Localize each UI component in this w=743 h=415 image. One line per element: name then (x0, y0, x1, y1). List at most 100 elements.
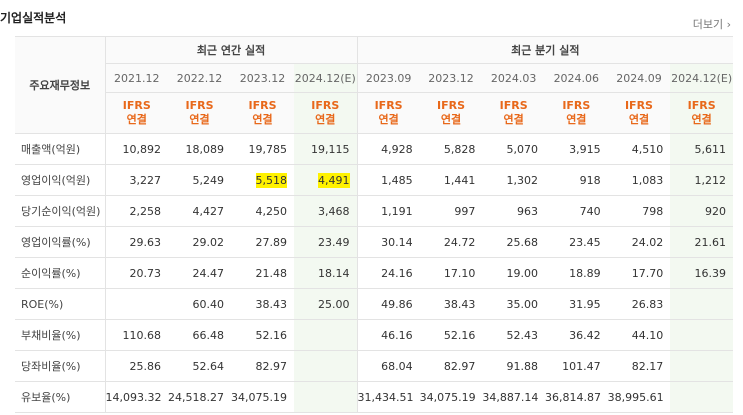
period: 2023.12 (231, 63, 294, 93)
value: 25.00 (318, 297, 350, 311)
basis: IFRS 연결 (419, 92, 483, 134)
value: 740 (579, 204, 601, 218)
value: 19,785 (248, 142, 288, 156)
value: 44.10 (631, 328, 664, 342)
row-label: 유보율(%) (15, 381, 105, 413)
cell: 27.89 (231, 226, 294, 258)
row-label: 부채비율(%) (15, 319, 105, 351)
cell: 740 (544, 195, 608, 227)
basis: IFRS 연결 (104, 92, 168, 134)
value: 101.47 (562, 359, 601, 373)
cell: 24.47 (168, 257, 231, 289)
cell: 798 (607, 195, 671, 227)
cell: 1,212 (670, 164, 734, 196)
value: 19.00 (506, 266, 538, 280)
period: 2024.03 (482, 63, 545, 93)
cell: 66.48 (168, 319, 231, 351)
value: 30.14 (381, 235, 413, 249)
value: 36,814.87 (544, 390, 601, 404)
value: 1,441 (443, 173, 476, 187)
cell: 110.68 (104, 319, 168, 351)
value: 1,485 (381, 173, 413, 187)
period: 2022.12 (168, 63, 231, 93)
row-label: 영업이익(억원) (15, 164, 105, 196)
value: 27.89 (255, 235, 288, 249)
value: 52.16 (443, 328, 476, 342)
cell: 4,928 (356, 133, 420, 165)
cell: 4,250 (231, 195, 294, 227)
value: 18.89 (569, 266, 601, 280)
more-link[interactable]: 더보기 › (692, 18, 731, 31)
cell: 23.45 (544, 226, 608, 258)
value: 82.17 (631, 359, 664, 373)
cell: 5,611 (670, 133, 734, 165)
cell (670, 381, 734, 413)
basis-row: IFRS 연결 IFRS 연결 IFRS 연결 IFRS 연결 IFRS 연결 IFRS … (15, 92, 734, 134)
value: 31,434.51 (357, 390, 414, 404)
value: 68.04 (381, 359, 413, 373)
value: 17.10 (443, 266, 476, 280)
cell: 60.40 (168, 288, 231, 320)
cell: 19,785 (231, 133, 294, 165)
cell: 31.95 (544, 288, 608, 320)
cell: 38,995.61 (607, 381, 671, 413)
cell: 68.04 (356, 350, 420, 382)
value: 52.43 (506, 328, 538, 342)
cell: 34,887.14 (482, 381, 545, 413)
highlighted-value: 5,518 (255, 172, 287, 188)
value: 52.16 (255, 328, 288, 342)
value: 16.39 (694, 266, 727, 280)
value: 49.86 (381, 297, 413, 311)
cell (104, 288, 168, 320)
cell: 17.70 (607, 257, 671, 289)
cell: 52.16 (419, 319, 483, 351)
value: 29.63 (129, 235, 162, 249)
cell (670, 319, 734, 351)
cell: 52.64 (168, 350, 231, 382)
value: 21.48 (255, 266, 288, 280)
basis: IFRS 연결 (231, 92, 294, 134)
cell: 34,075.19 (231, 381, 294, 413)
cell: 82.17 (607, 350, 671, 382)
basis: IFRS 연결 (294, 92, 358, 134)
value: 5,828 (443, 142, 476, 156)
period: 2024.12(E) (294, 63, 358, 93)
cell: 963 (482, 195, 545, 227)
value: 920 (705, 204, 727, 218)
data-row: 영업이익률(%) 29.63 29.02 27.89 23.49 30.14 24.72 25… (15, 226, 734, 258)
cell: 82.97 (419, 350, 483, 382)
cell: 38.43 (231, 288, 294, 320)
basis: IFRS 연결 (670, 92, 734, 134)
value: 3,915 (569, 142, 601, 156)
cell: 3,915 (544, 133, 608, 165)
period: 2024.12(E) (670, 63, 734, 93)
value: 38.43 (255, 297, 288, 311)
value: 1,212 (694, 173, 727, 187)
cell: 5,518 (231, 164, 294, 196)
cell: 16.39 (670, 257, 734, 289)
value: 14,093.32 (105, 390, 162, 404)
period: 2023.12 (419, 63, 483, 93)
cell: 1,083 (607, 164, 671, 196)
value: 10,892 (122, 142, 162, 156)
value: 2,258 (129, 204, 162, 218)
cell: 5,828 (419, 133, 483, 165)
group-header: 최근 연간 실적 (104, 36, 358, 64)
value: 34,887.14 (482, 390, 539, 404)
data-row: 매출액(억원) 10,892 18,089 19,785 19,115 4,928 5,82… (15, 133, 734, 165)
value: 26.83 (631, 297, 664, 311)
value: 1,302 (506, 173, 538, 187)
cell: 31,434.51 (356, 381, 420, 413)
cell (294, 350, 358, 382)
row-label: 매출액(억원) (15, 133, 105, 165)
value: 60.40 (192, 297, 225, 311)
data-row: 유보율(%) 14,093.32 24,518.27 34,075.19 31,434.… (15, 381, 734, 413)
cell: 29.63 (104, 226, 168, 258)
cell (294, 381, 358, 413)
value: 798 (642, 204, 664, 218)
value: 24.47 (192, 266, 225, 280)
cell: 24.72 (419, 226, 483, 258)
cell: 44.10 (607, 319, 671, 351)
value: 3,468 (318, 204, 350, 218)
period: 2023.09 (356, 63, 420, 93)
